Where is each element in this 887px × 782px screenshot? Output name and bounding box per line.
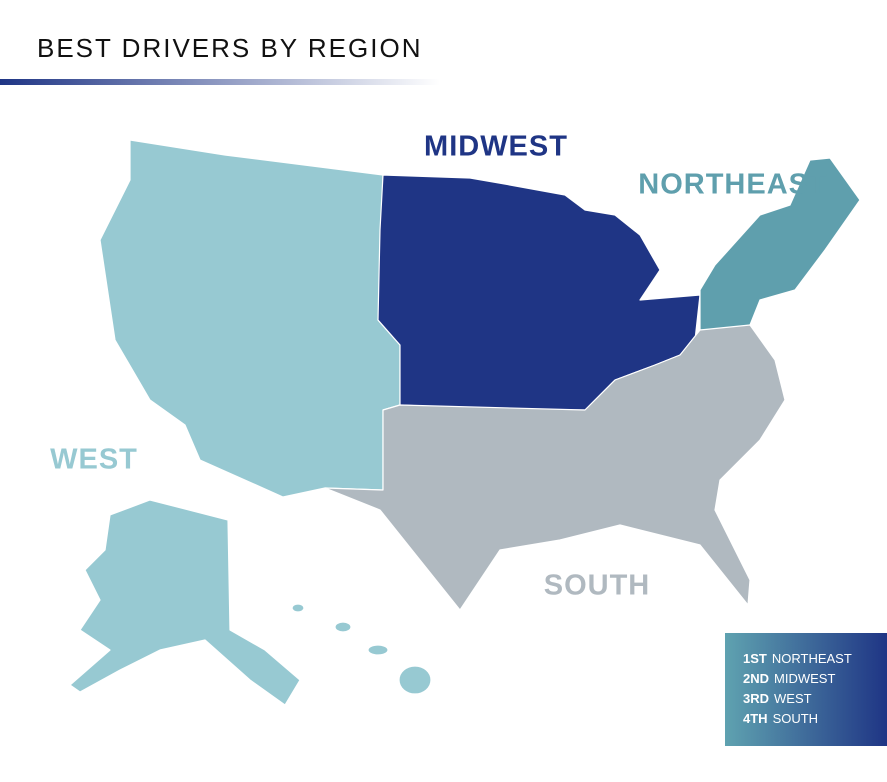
hawaii (334, 621, 352, 633)
hawaii (291, 603, 305, 613)
hawaii (367, 644, 389, 656)
title: BEST DRIVERS BY REGION (37, 33, 422, 63)
legend-rank: 1ST (743, 651, 767, 666)
legend-rank: 2ND (743, 671, 769, 686)
region-label: WEST (50, 444, 138, 476)
legend-region: WEST (774, 691, 812, 706)
south-region (324, 324, 786, 611)
legend-item: 1ST NORTHEAST (743, 651, 852, 666)
region-label: NORTHEAST (638, 169, 827, 201)
alaska (69, 499, 301, 706)
hawaii (398, 665, 432, 695)
legend-region: SOUTH (773, 711, 819, 726)
legend-rank: 4TH (743, 711, 768, 726)
region-label: MIDWEST (424, 131, 568, 163)
legend-region: MIDWEST (774, 671, 835, 686)
legend-item: 4TH SOUTH (743, 711, 818, 726)
legend-region: NORTHEAST (772, 651, 852, 666)
legend-item: 2ND MIDWEST (743, 671, 835, 686)
legend-item: 3RD WEST (743, 691, 812, 706)
west-region (99, 139, 401, 498)
title-rule (0, 79, 440, 85)
legend-rank: 3RD (743, 691, 769, 706)
region-label: SOUTH (544, 570, 651, 602)
legend-box (725, 633, 887, 746)
